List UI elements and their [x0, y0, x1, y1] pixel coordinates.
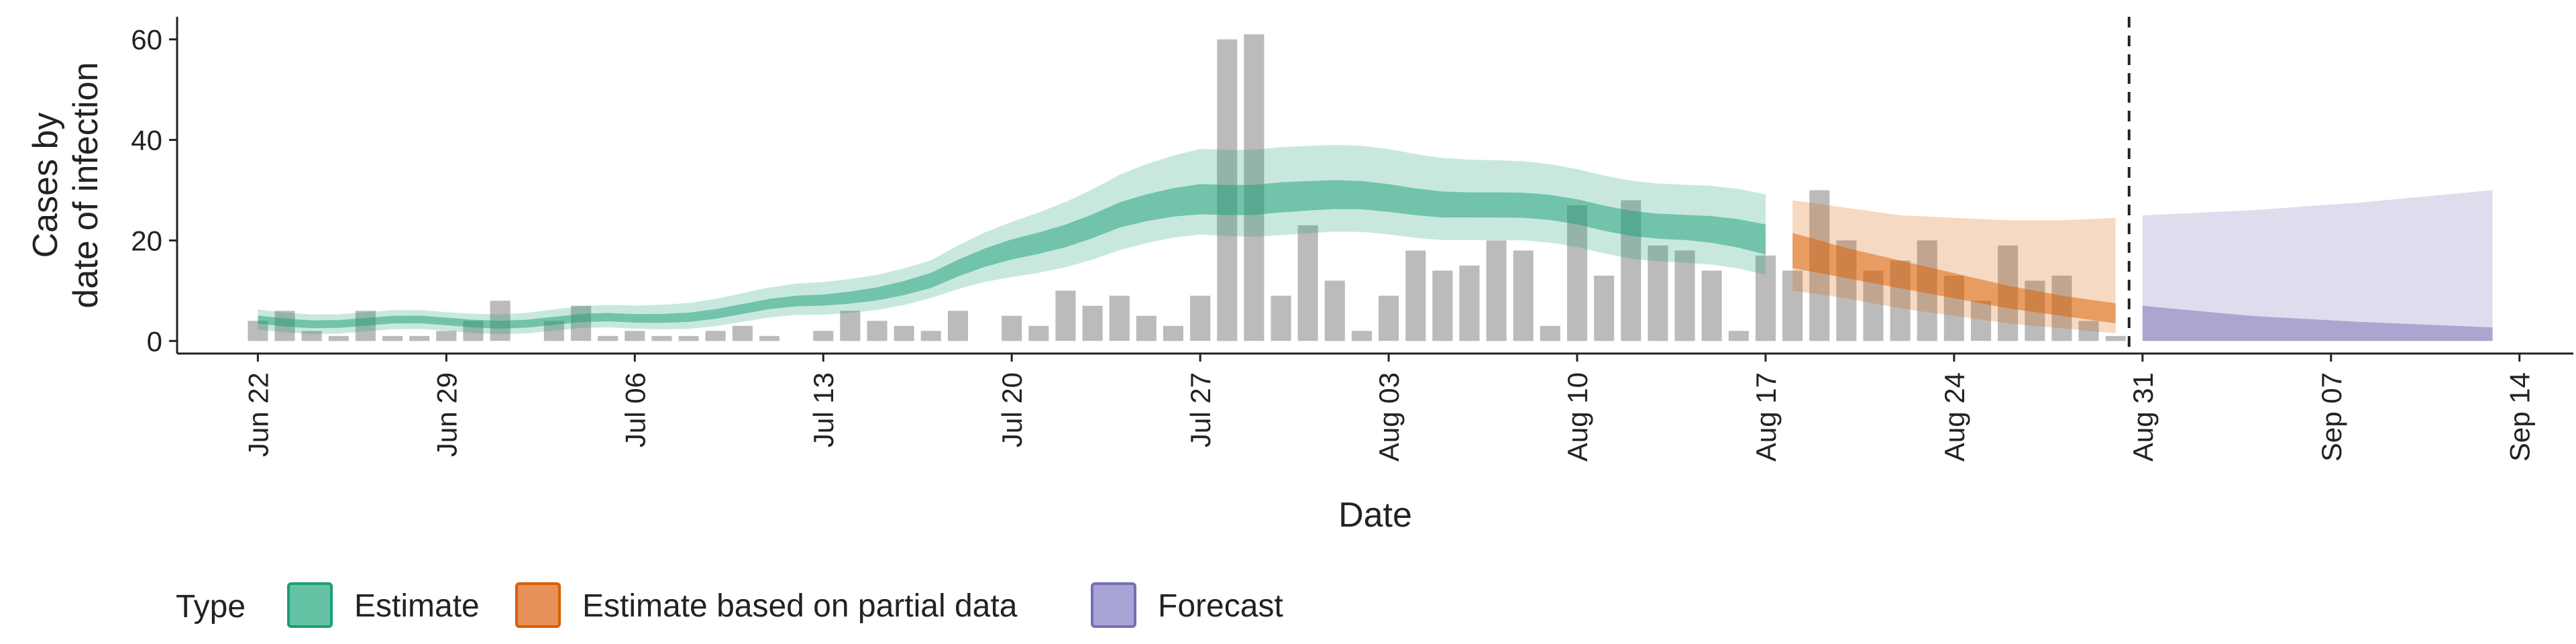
reported-case-bar	[1648, 245, 1668, 341]
reported-case-bar	[1782, 270, 1803, 341]
x-tick-label: Jul 13	[808, 372, 839, 447]
legend-label-forecast: Forecast	[1158, 588, 1283, 624]
x-axis-title: Date	[1338, 496, 1412, 535]
reported-case-bar	[409, 335, 430, 341]
x-axis-ticks: Jun 22 Jun 29 Jul 06 Jul 13 Jul 20 Jul 27 Aug …	[242, 354, 2536, 462]
reported-case-bar	[436, 331, 457, 341]
reported-case-bar	[1674, 250, 1695, 341]
reported-case-bar	[1297, 225, 1318, 341]
x-tick-label: Sep 07	[2316, 372, 2347, 462]
reported-case-bar	[732, 325, 753, 341]
estimate-bands	[258, 145, 2493, 341]
reported-case-bar	[625, 331, 645, 341]
reported-case-bar	[1163, 325, 1183, 341]
reported-case-bar	[301, 331, 322, 341]
legend-label-estimate: Estimate	[354, 588, 480, 624]
reported-case-bar	[1028, 325, 1049, 341]
legend: Type Estimate Estimate based on partial …	[176, 582, 1283, 628]
reported-case-bar	[1405, 250, 1426, 341]
y-tick-label: 40	[131, 125, 162, 156]
reported-case-bar	[1136, 315, 1157, 341]
estimate-based-on-partial-data-inner-band	[1792, 233, 2116, 323]
reported-case-bar	[1459, 265, 1480, 341]
legend-item-partial: Estimate based on partial data	[515, 582, 1018, 628]
reported-case-bar	[1379, 295, 1399, 341]
reported-case-bar	[705, 331, 726, 341]
reported-case-bar	[382, 335, 403, 341]
reported-case-bar	[1351, 331, 1372, 341]
y-tick-label: 60	[131, 24, 162, 56]
legend-key-forecast	[1091, 582, 1136, 628]
legend-item-estimate: Estimate	[287, 582, 480, 628]
reported-case-bar	[759, 335, 780, 341]
reported-case-bar	[598, 335, 619, 341]
reported-case-bar	[1513, 250, 1534, 341]
reported-case-bar	[1971, 301, 1992, 341]
forecast-outer-band	[2142, 190, 2493, 341]
x-tick-label: Jul 27	[1185, 372, 1216, 447]
x-tick-label: Aug 10	[1562, 372, 1593, 462]
reported-case-bar	[920, 331, 941, 341]
reported-case-bar	[840, 311, 861, 341]
x-tick-label: Jul 06	[619, 372, 651, 447]
reported-case-bar	[867, 321, 888, 341]
legend-key-estimate	[287, 582, 333, 628]
reported-case-bar	[571, 305, 592, 341]
x-tick-label: Jun 29	[431, 372, 462, 457]
x-tick-label: Jun 22	[242, 372, 274, 457]
reported-case-bar	[947, 311, 968, 341]
legend-label-partial: Estimate based on partial data	[582, 588, 1018, 624]
reported-case-bar	[1002, 315, 1022, 341]
legend-title: Type	[176, 589, 246, 625]
reported-case-bar	[1701, 270, 1722, 341]
reported-case-bar	[1486, 240, 1507, 341]
estimate-inner-band	[258, 180, 1766, 329]
reported-case-bar	[1432, 270, 1453, 341]
x-tick-label: Jul 20	[996, 372, 1028, 447]
x-tick-label: Aug 17	[1750, 372, 1782, 462]
reported-case-bar	[1594, 275, 1615, 341]
forecast-inner-band	[2142, 305, 2493, 341]
reported-case-bar	[2105, 335, 2126, 341]
reported-case-bar	[1540, 325, 1560, 341]
reported-case-bar	[651, 335, 672, 341]
reported-case-bar	[1109, 295, 1130, 341]
reported-case-bar	[1324, 280, 1345, 341]
legend-key-partial	[515, 582, 561, 628]
reported-case-bar	[1755, 255, 1776, 341]
reported-case-bar	[1082, 305, 1103, 341]
reported-case-bar	[1055, 290, 1076, 341]
reported-case-bar	[2078, 321, 2099, 341]
x-tick-label: Sep 14	[2504, 372, 2536, 462]
x-tick-label: Aug 03	[1373, 372, 1405, 462]
legend-item-forecast: Forecast	[1091, 582, 1283, 628]
reported-case-bar	[678, 335, 699, 341]
y-axis-title-line-1: Cases by	[26, 113, 65, 258]
reported-case-bar	[1567, 205, 1588, 341]
y-axis-ticks: 0 20 40 60	[131, 24, 177, 357]
reported-case-bar	[813, 331, 834, 341]
reported-case-bar	[1271, 295, 1291, 341]
x-tick-label: Aug 24	[1939, 372, 1970, 462]
reported-case-bar	[328, 335, 349, 341]
y-axis-title-line-2: date of infection	[66, 62, 105, 308]
reported-case-bar	[1728, 331, 1749, 341]
y-tick-label: 0	[147, 325, 162, 357]
reported-case-bar	[894, 325, 914, 341]
x-tick-label: Aug 31	[2127, 372, 2159, 462]
reported-case-bar	[1190, 295, 1211, 341]
y-tick-label: 20	[131, 225, 162, 256]
